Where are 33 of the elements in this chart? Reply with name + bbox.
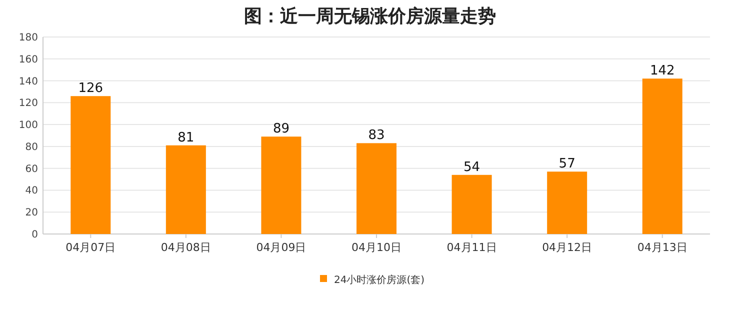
y-tick-label: 20 — [25, 208, 38, 219]
x-tick-label: 04月12日 — [542, 241, 592, 254]
y-tick-label: 180 — [18, 32, 38, 44]
data-label: 126 — [78, 81, 104, 96]
bar — [70, 96, 111, 234]
y-tick-label: 140 — [18, 76, 38, 88]
x-tick-label: 04月11日 — [446, 241, 497, 254]
y-tick-label: 40 — [25, 186, 38, 197]
chart-title: 图：近一周无锡涨价房源量走势 — [244, 6, 496, 27]
y-tick-label: 100 — [18, 120, 38, 132]
bar — [547, 172, 588, 234]
y-tick-label: 80 — [25, 142, 38, 153]
bar — [356, 143, 396, 234]
bar — [452, 174, 492, 234]
bar — [166, 145, 206, 234]
x-tick-label: 04月13日 — [637, 241, 688, 254]
x-tick-label: 04月10日 — [352, 241, 402, 254]
y-tick-label: 120 — [18, 98, 38, 110]
x-tick-label: 04月07日 — [66, 241, 116, 254]
data-label: 142 — [650, 64, 675, 79]
bar — [261, 136, 302, 234]
y-tick-label: 160 — [18, 54, 38, 66]
y-tick-label: 0 — [32, 230, 38, 240]
x-tick-label: 04月08日 — [160, 241, 211, 254]
legend-label: 24小时涨价房源(套) — [334, 274, 425, 286]
x-tick-label: 04月09日 — [256, 241, 306, 254]
bar — [642, 78, 682, 234]
data-label: 57 — [558, 156, 576, 172]
data-label: 54 — [464, 160, 480, 175]
data-label: 81 — [178, 130, 194, 146]
data-label: 83 — [368, 128, 385, 144]
data-label: 89 — [272, 122, 290, 137]
y-tick-label: 60 — [25, 164, 38, 175]
